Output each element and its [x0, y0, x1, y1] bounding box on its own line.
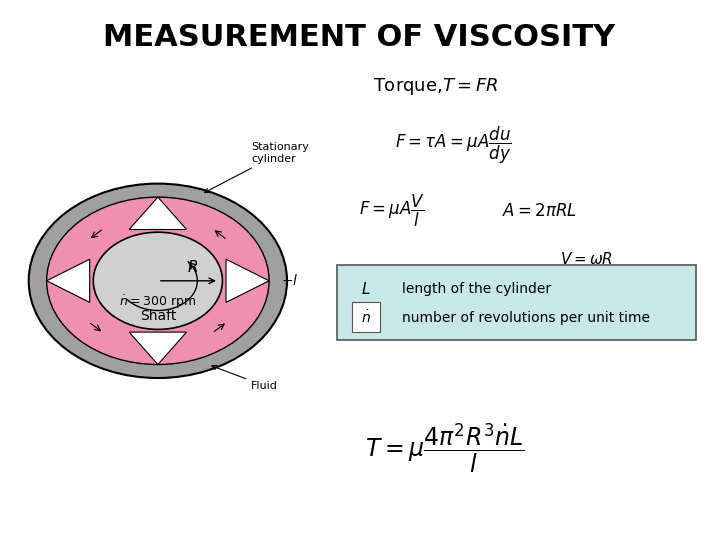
Text: Torque,$T = FR$: Torque,$T = FR$ [373, 76, 498, 97]
Text: length of the cylinder: length of the cylinder [402, 282, 551, 296]
Polygon shape [129, 332, 186, 365]
Text: $R$: $R$ [186, 259, 198, 275]
Text: $\omega = 2\pi\dot{n}$: $\omega = 2\pi\dot{n}$ [559, 282, 621, 301]
Polygon shape [226, 259, 269, 302]
Text: Shaft: Shaft [140, 309, 176, 323]
Text: MEASUREMENT OF VISCOSITY: MEASUREMENT OF VISCOSITY [103, 23, 615, 52]
Text: $A = 2\pi RL$: $A = 2\pi RL$ [503, 201, 577, 220]
Text: $\dot{n} = 300$ rpm: $\dot{n} = 300$ rpm [120, 294, 197, 311]
Text: $\dot{n}$: $\dot{n}$ [361, 309, 371, 326]
Circle shape [94, 232, 222, 329]
Text: Fluid: Fluid [212, 366, 278, 391]
Text: $F = \tau A = \mu A \dfrac{du}{dy}$: $F = \tau A = \mu A \dfrac{du}{dy}$ [395, 125, 511, 166]
FancyBboxPatch shape [351, 302, 380, 332]
Text: $F = \mu A \dfrac{V}{l}$: $F = \mu A \dfrac{V}{l}$ [359, 192, 425, 229]
FancyBboxPatch shape [337, 265, 696, 340]
Text: number of revolutions per unit time: number of revolutions per unit time [402, 310, 650, 325]
Text: $L$: $L$ [361, 281, 371, 297]
Text: $T = \mu \dfrac{4\pi^2 R^3 \dot{n} L}{l}$: $T = \mu \dfrac{4\pi^2 R^3 \dot{n} L}{l}… [365, 421, 525, 475]
Circle shape [29, 184, 287, 378]
Circle shape [47, 197, 269, 364]
Polygon shape [47, 259, 90, 302]
Text: $V = \omega R$: $V = \omega R$ [559, 251, 613, 267]
Text: Stationary
cylinder: Stationary cylinder [204, 143, 309, 193]
Polygon shape [129, 197, 186, 230]
Text: $-l$: $-l$ [282, 273, 299, 288]
